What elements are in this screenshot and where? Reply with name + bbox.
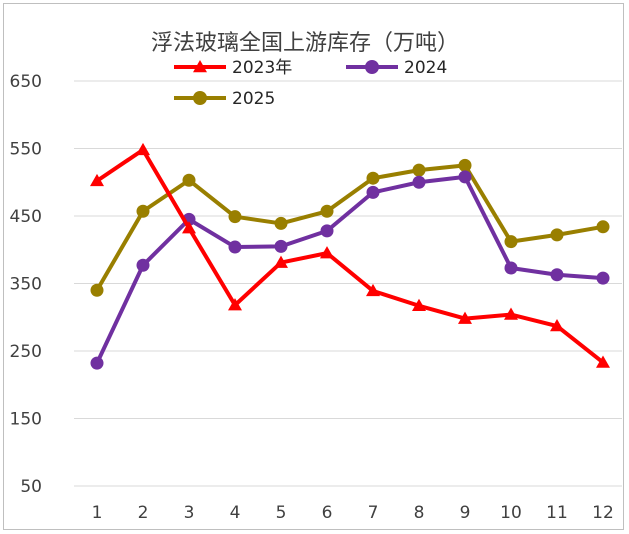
- y-tick-label: 150: [10, 410, 42, 430]
- y-tick-label: 550: [10, 140, 42, 160]
- x-tick-label: 12: [592, 503, 614, 523]
- y-tick-label: 650: [10, 72, 42, 92]
- x-tick-label: 9: [460, 503, 471, 523]
- data-point: [228, 298, 242, 311]
- x-tick-label: 6: [322, 503, 333, 523]
- data-point: [458, 311, 472, 324]
- data-point: [90, 283, 104, 297]
- data-point: [412, 163, 426, 177]
- x-tick-label: 7: [368, 503, 379, 523]
- circle-marker-icon: [365, 60, 379, 74]
- data-point: [136, 258, 150, 272]
- data-point: [228, 210, 242, 224]
- x-axis-ticks: 1 2 3 4 5 6 7 8 9 10 11 12: [92, 503, 614, 523]
- data-point: [366, 185, 380, 199]
- data-point: [320, 224, 334, 238]
- data-point: [412, 175, 426, 189]
- x-tick-label: 10: [500, 503, 522, 523]
- circle-marker-icon: [193, 91, 207, 105]
- data-point: [228, 240, 242, 254]
- chart-title: 浮法玻璃全国上游库存（万吨）: [151, 31, 459, 56]
- data-point: [458, 158, 472, 172]
- y-tick-label: 350: [10, 275, 42, 295]
- data-point: [458, 170, 472, 184]
- data-point: [412, 298, 426, 312]
- series-2024: [90, 170, 610, 370]
- grid-lines: [74, 80, 622, 487]
- legend-item: 2025: [174, 89, 275, 109]
- series-line: [95, 174, 605, 366]
- data-point: [274, 255, 288, 268]
- legend-item: 2024: [346, 58, 447, 78]
- data-point: [596, 271, 610, 285]
- data-point: [596, 220, 610, 234]
- data-point: [504, 261, 518, 275]
- y-tick-label: 50: [20, 477, 42, 497]
- x-tick-label: 11: [546, 503, 568, 523]
- y-tick-label: 250: [10, 342, 42, 362]
- data-point: [366, 171, 380, 185]
- data-point: [504, 307, 518, 320]
- y-axis-ticks: 650 550 450 350 250 150 50: [10, 72, 42, 497]
- legend: 2023年 2024 2025: [174, 58, 447, 109]
- data-point: [136, 204, 150, 218]
- x-tick-label: 4: [230, 503, 241, 523]
- series-2025: [90, 158, 610, 297]
- legend-label: 2024: [404, 58, 447, 78]
- data-point: [274, 239, 288, 253]
- x-tick-label: 3: [184, 503, 195, 523]
- legend-label: 2023年: [232, 58, 292, 78]
- data-point: [90, 173, 104, 187]
- legend-item: 2023年: [174, 58, 292, 78]
- chart-frame: [3, 3, 624, 530]
- y-tick-label: 450: [10, 207, 42, 227]
- data-point: [504, 235, 518, 249]
- data-point: [550, 319, 564, 332]
- series-layer: [90, 142, 610, 370]
- data-point: [90, 356, 104, 370]
- data-point: [550, 228, 564, 242]
- legend-label: 2025: [232, 89, 275, 109]
- data-point: [320, 204, 334, 218]
- data-point: [320, 246, 334, 259]
- data-point: [274, 216, 288, 230]
- series-line: [95, 163, 605, 293]
- data-point: [182, 221, 196, 234]
- data-point: [550, 268, 564, 282]
- x-tick-label: 1: [92, 503, 103, 523]
- x-tick-label: 5: [276, 503, 287, 523]
- x-tick-label: 8: [414, 503, 425, 523]
- data-point: [136, 142, 150, 156]
- data-point: [596, 355, 610, 368]
- series-line: [95, 147, 605, 365]
- data-point: [366, 283, 380, 297]
- data-point: [182, 173, 196, 187]
- triangle-marker-icon: [193, 60, 207, 73]
- x-tick-label: 2: [138, 503, 149, 523]
- series-2023年: [90, 142, 610, 368]
